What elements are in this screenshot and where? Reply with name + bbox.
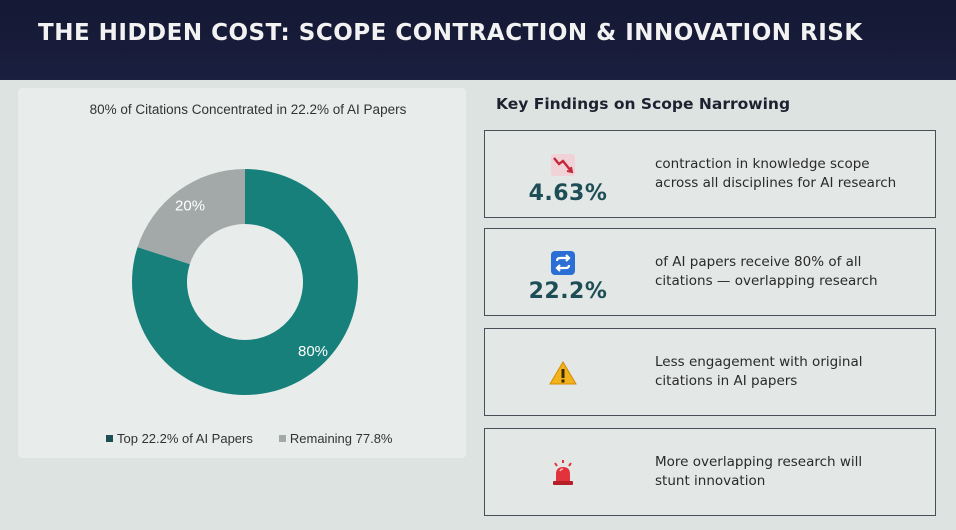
chart-card: 80% of Citations Concentrated in 22.2% o…	[18, 88, 466, 458]
legend-swatch-remaining	[278, 435, 286, 442]
header-bar: THE HIDDEN COST: SCOPE CONTRACTION & INN…	[0, 0, 956, 80]
repeat-icon	[549, 249, 577, 277]
donut-chart: 80% 20%	[132, 169, 358, 395]
chart-title: 80% of Citations Concentrated in 22.2% o…	[89, 102, 407, 117]
donut-label-remaining: 20%	[175, 197, 205, 214]
finding-stat-2: 22.2%	[528, 279, 608, 304]
page-title: THE HIDDEN COST: SCOPE CONTRACTION & INN…	[38, 20, 863, 46]
chart-down-icon	[549, 151, 577, 179]
finding-desc-4-line-1: More overlapping research will	[655, 454, 863, 470]
warning-icon	[549, 359, 577, 387]
donut-label-top: 80%	[298, 343, 328, 360]
finding-card-2: 22.2% of AI papers receive 80% of all ci…	[484, 228, 936, 316]
finding-desc-2-line-1: of AI papers receive 80% of all	[655, 254, 862, 270]
finding-desc-1-line-1: contraction in knowledge scope	[655, 156, 870, 172]
legend-label-top: Top 22.2% of AI Papers	[117, 431, 253, 446]
finding-stat-1: 4.63%	[528, 181, 608, 206]
finding-desc-4: More overlapping research will stunt inn…	[655, 453, 915, 491]
finding-card-1: 4.63% contraction in knowledge scope acr…	[484, 130, 936, 218]
finding-desc-3-line-2: citations in AI papers	[655, 373, 798, 389]
legend-item-top: Top 22.2% of AI Papers	[106, 431, 253, 446]
finding-desc-3: Less engagement with original citations …	[655, 353, 915, 391]
finding-desc-1: contraction in knowledge scope across al…	[655, 155, 915, 193]
finding-desc-1-line-2: across all disciplines for AI research	[655, 175, 897, 191]
findings-title: Key Findings on Scope Narrowing	[496, 95, 791, 113]
finding-desc-2-line-2: citations — overlapping research	[655, 273, 878, 289]
finding-card-4: More overlapping research will stunt inn…	[484, 428, 936, 516]
donut-slice-remaining	[137, 169, 245, 265]
legend-swatch-top	[106, 435, 113, 442]
chart-legend: Top 22.2% of AI Papers Remaining 77.8%	[106, 431, 393, 446]
finding-desc-2: of AI papers receive 80% of all citation…	[655, 253, 915, 291]
legend-label-remaining: Remaining 77.8%	[289, 431, 393, 446]
finding-desc-4-line-2: stunt innovation	[655, 473, 766, 489]
donut-slice-top	[132, 169, 358, 395]
finding-desc-3-line-1: Less engagement with original	[655, 354, 863, 370]
legend-item-remaining: Remaining 77.8%	[278, 431, 393, 446]
siren-icon	[549, 459, 577, 487]
finding-card-3: Less engagement with original citations …	[484, 328, 936, 416]
